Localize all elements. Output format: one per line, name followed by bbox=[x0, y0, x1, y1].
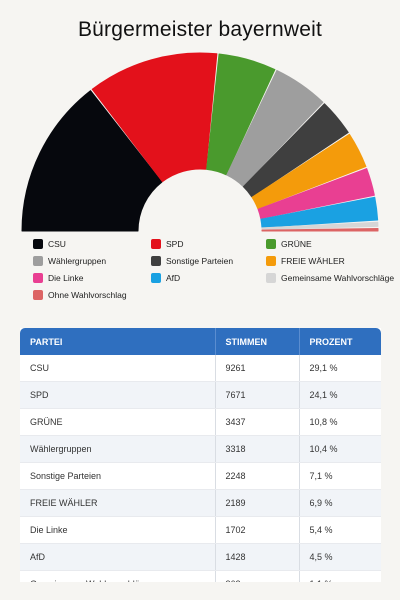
slice-afd bbox=[260, 196, 379, 228]
legend-swatch bbox=[33, 255, 43, 266]
slice-spd bbox=[91, 52, 218, 183]
slice-csu bbox=[21, 90, 163, 232]
legend-label: Sonstige Parteien bbox=[166, 255, 234, 266]
cell-prozent: 6,9 % bbox=[299, 489, 381, 517]
table-row: Wählergruppen 3318 10,4 % bbox=[20, 435, 381, 463]
legend-swatch bbox=[33, 238, 43, 249]
cell-prozent: 7,1 % bbox=[299, 462, 381, 490]
cell-prozent: 1,1 % bbox=[299, 570, 381, 582]
cell-stimmen: 3437 bbox=[215, 408, 300, 436]
slice-freie-wähler bbox=[251, 133, 367, 210]
chart-legend: CSU SPD GRÜNE Wählergruppen Sonstige Parteie… bbox=[33, 238, 394, 300]
table-header-row: PARTEI STIMMEN PROZENT bbox=[20, 328, 381, 355]
legend-label: Die Linke bbox=[48, 272, 84, 283]
legend-swatch bbox=[266, 272, 276, 283]
cell-partei: GRÜNE bbox=[20, 408, 216, 436]
legend-label: CSU bbox=[48, 238, 66, 249]
cell-prozent: 29,1 % bbox=[299, 355, 381, 382]
legend-swatch bbox=[266, 255, 276, 266]
cell-partei: Die Linke bbox=[20, 516, 216, 544]
cell-stimmen: 3318 bbox=[215, 435, 300, 463]
cell-stimmen: 1428 bbox=[215, 543, 300, 571]
cell-prozent: 24,1 % bbox=[299, 381, 381, 409]
header-stimmen: STIMMEN bbox=[215, 328, 300, 355]
legend-item: GRÜNE bbox=[266, 238, 386, 249]
header-partei: PARTEI bbox=[20, 328, 216, 355]
table-row: Die Linke 1702 5,4 % bbox=[20, 516, 381, 544]
results-table: PARTEI STIMMEN PROZENT CSU 9261 29,1 % SPD 7… bbox=[20, 328, 381, 582]
cell-prozent: 10,4 % bbox=[299, 435, 381, 463]
legend-label: AfD bbox=[166, 272, 181, 283]
cell-partei: Wählergruppen bbox=[20, 435, 216, 463]
slice-wählergruppen bbox=[226, 69, 324, 187]
cell-stimmen: 362 bbox=[215, 570, 300, 582]
legend-item: Sonstige Parteien bbox=[151, 255, 266, 266]
legend-item: Gemeinsame Wahlvorschläge bbox=[266, 272, 394, 283]
legend-label: Ohne Wahlvorschlag bbox=[48, 289, 127, 300]
slice-ohne-wahlvorschlag bbox=[261, 228, 379, 232]
cell-partei: Sonstige Parteien bbox=[20, 462, 216, 490]
cell-stimmen: 2248 bbox=[215, 462, 300, 490]
table-row: SPD 7671 24,1 % bbox=[20, 381, 381, 409]
cell-stimmen: 9261 bbox=[215, 355, 300, 382]
legend-item: FREIE WÄHLER bbox=[266, 255, 386, 266]
legend-label: SPD bbox=[166, 238, 184, 249]
legend-item: Die Linke bbox=[33, 272, 151, 283]
legend-item: AfD bbox=[151, 272, 266, 283]
cell-partei: CSU bbox=[20, 355, 216, 382]
legend-item: CSU bbox=[33, 238, 151, 249]
header-prozent: PROZENT bbox=[299, 328, 381, 355]
table-row: GRÜNE 3437 10,8 % bbox=[20, 408, 381, 436]
cell-partei: SPD bbox=[20, 381, 216, 409]
table-row: FREIE WÄHLER 2189 6,9 % bbox=[20, 489, 381, 517]
parliament-chart bbox=[21, 52, 379, 232]
legend-label: Gemeinsame Wahlvorschläge bbox=[281, 272, 395, 283]
legend-swatch bbox=[33, 289, 43, 300]
table-row: Sonstige Parteien 2248 7,1 % bbox=[20, 462, 381, 490]
legend-swatch bbox=[151, 238, 161, 249]
legend-swatch bbox=[33, 272, 43, 283]
cell-partei: FREIE WÄHLER bbox=[20, 489, 216, 517]
cell-stimmen: 7671 bbox=[215, 381, 300, 409]
legend-item: Wählergruppen bbox=[33, 255, 151, 266]
cell-prozent: 10,8 % bbox=[299, 408, 381, 436]
cell-stimmen: 2189 bbox=[215, 489, 300, 517]
legend-label: FREIE WÄHLER bbox=[281, 255, 345, 266]
table-row: Gemeinsame Wahlvorschläge3621,1 % bbox=[20, 570, 381, 582]
legend-item: SPD bbox=[151, 238, 266, 249]
legend-swatch bbox=[151, 272, 161, 283]
legend-item: Ohne Wahlvorschlag bbox=[33, 289, 151, 300]
cell-stimmen: 1702 bbox=[215, 516, 300, 544]
slice-die-linke bbox=[257, 168, 375, 220]
slice-grüne bbox=[206, 53, 276, 176]
table-row: AfD 1428 4,5 % bbox=[20, 543, 381, 571]
slice-sonstige-parteien bbox=[242, 103, 349, 198]
slice-gemeinsame-wahlvorschläge bbox=[261, 221, 379, 230]
cell-partei: Gemeinsame Wahlvorschläge bbox=[20, 570, 216, 582]
cell-partei: AfD bbox=[20, 543, 216, 571]
table-row: CSU 9261 29,1 % bbox=[20, 355, 381, 382]
legend-label: GRÜNE bbox=[281, 238, 312, 249]
legend-swatch bbox=[151, 255, 161, 266]
legend-swatch bbox=[266, 238, 276, 249]
cell-prozent: 5,4 % bbox=[299, 516, 381, 544]
legend-label: Wählergruppen bbox=[48, 255, 107, 266]
cell-prozent: 4,5 % bbox=[299, 543, 381, 571]
chart-title: Bürgermeister bayernweit bbox=[77, 18, 323, 41]
